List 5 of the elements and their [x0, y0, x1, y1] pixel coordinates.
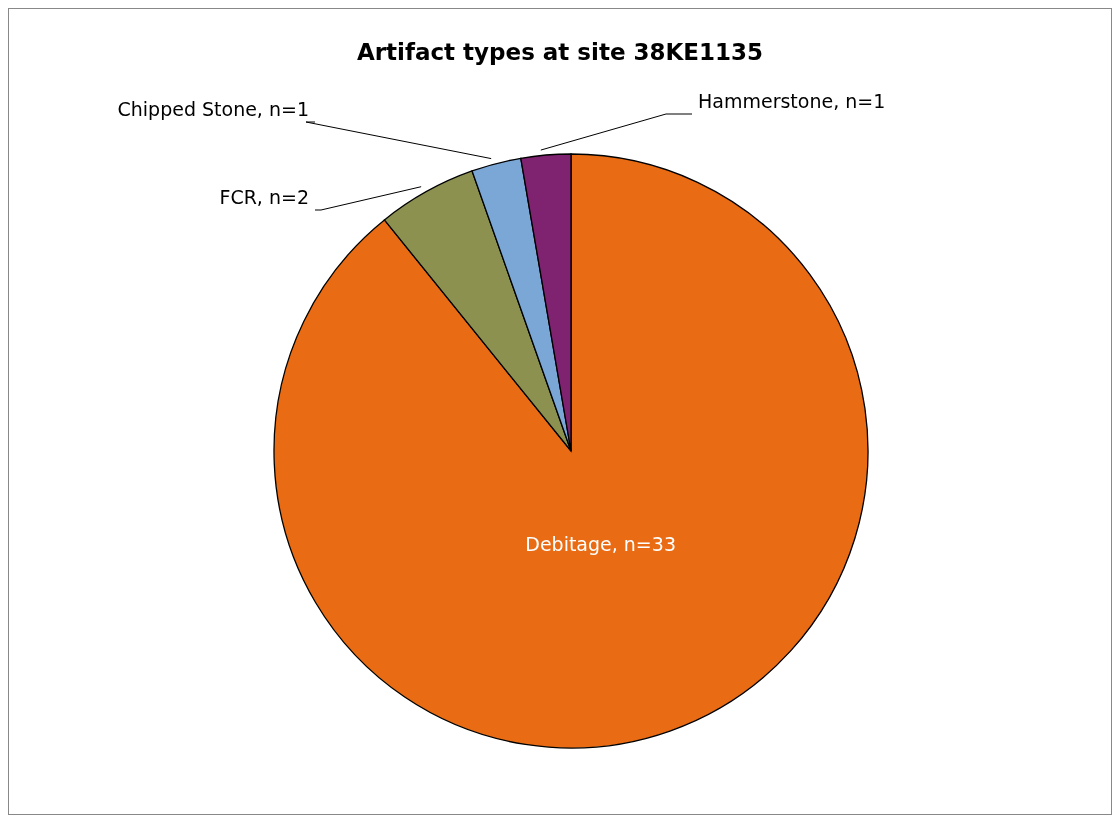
- slice-label: Chipped Stone, n=1: [117, 98, 309, 120]
- chart-title: Artifact types at site 38KE1135: [355, 39, 765, 65]
- slice-label: FCR, n=2: [219, 186, 309, 208]
- slice-label: Hammerstone, n=1: [698, 90, 886, 112]
- slice-label: Debitage, n=33: [525, 533, 676, 556]
